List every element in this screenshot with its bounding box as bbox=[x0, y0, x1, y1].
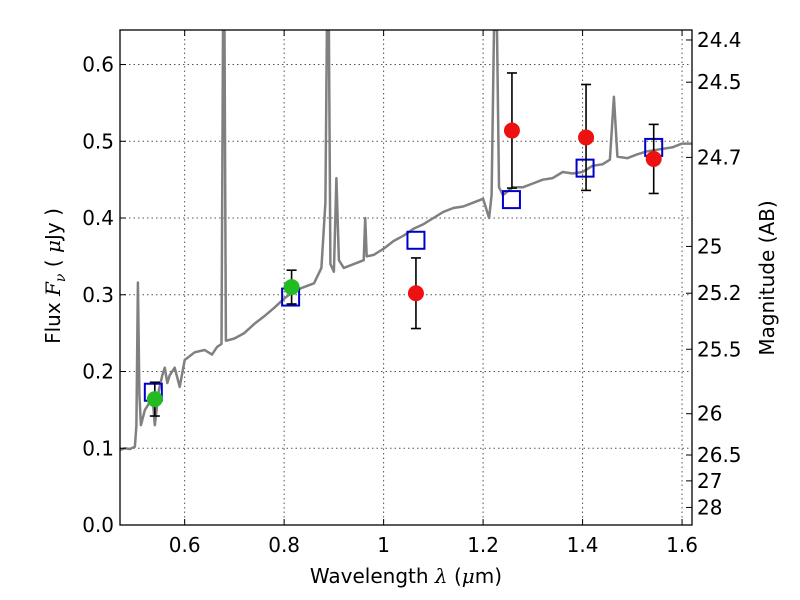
y2-axis-label: Magnitude (AB) bbox=[755, 200, 779, 355]
y2-tick-label: 27 bbox=[697, 469, 722, 493]
y-tick-label: 0.1 bbox=[82, 436, 114, 460]
model-point-box bbox=[501, 190, 521, 210]
y-tick-label: 0.2 bbox=[82, 360, 114, 384]
observed-point bbox=[283, 279, 300, 296]
y2-tick-label: 25.5 bbox=[697, 337, 742, 361]
x-tick-label: 0.6 bbox=[169, 533, 201, 557]
spectrum-series bbox=[120, 30, 692, 451]
observed-point bbox=[645, 150, 662, 167]
model-point-box bbox=[406, 230, 426, 250]
x-tick-label: 1.6 bbox=[666, 533, 698, 557]
observed-series bbox=[146, 72, 662, 417]
y2-tick-label: 24.7 bbox=[697, 145, 742, 169]
y2-tick-label: 25.2 bbox=[697, 281, 742, 305]
y-tick-label: 0.6 bbox=[82, 53, 114, 77]
y-tick-label: 0.3 bbox=[82, 283, 114, 307]
model-point-box bbox=[575, 158, 595, 178]
x-tick-label: 1.4 bbox=[567, 533, 599, 557]
y2-tick-label: 26.5 bbox=[697, 443, 742, 467]
x-tick-label: 1.2 bbox=[467, 533, 499, 557]
observed-point bbox=[407, 285, 424, 302]
y-tick-label: 0.5 bbox=[82, 129, 114, 153]
observed-point bbox=[503, 122, 520, 139]
y2-tick-label: 26 bbox=[697, 402, 722, 426]
y2-tick-label: 24.4 bbox=[697, 28, 742, 52]
observed-point bbox=[578, 129, 595, 146]
y-axis-label: Flux Fν ( μJy ) bbox=[41, 208, 69, 344]
y2-tick-label: 24.5 bbox=[697, 70, 742, 94]
y2-tick-label: 28 bbox=[697, 495, 722, 519]
x-tick-label: 1 bbox=[377, 533, 390, 557]
y2-tick-label: 25 bbox=[697, 234, 722, 258]
observed-point bbox=[146, 391, 163, 408]
x-tick-label: 0.8 bbox=[268, 533, 300, 557]
grid-lines bbox=[120, 30, 692, 525]
y-tick-label: 0.0 bbox=[82, 513, 114, 537]
x-axis-label: Wavelength λ (μm) bbox=[310, 564, 502, 588]
y-tick-label: 0.4 bbox=[82, 206, 114, 230]
plot-frame bbox=[119, 29, 693, 526]
axis-ticks: 0.6 0.8 1 1.2 1.4 1.6 0.0 0.1 0.2 0.3 0.4 0.5 0.6 24.… bbox=[82, 28, 741, 557]
spectrum-line bbox=[120, 30, 692, 451]
